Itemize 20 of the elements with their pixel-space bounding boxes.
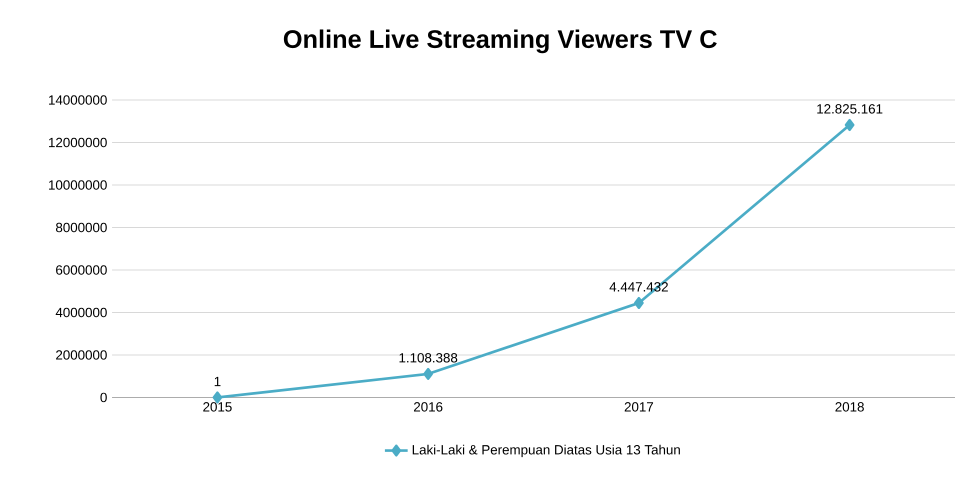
x-tick-label: 2018 [835, 402, 864, 412]
x-tick-label: 2016 [414, 402, 442, 412]
point [844, 118, 854, 131]
y-tick-label: 14000000 [49, 95, 107, 105]
x-tick-label: 2017 [624, 402, 654, 412]
y-tick-label: 6000000 [56, 265, 107, 275]
data-label: 1.108.388 [400, 353, 458, 362]
x-tick-label: 2015 [203, 402, 232, 412]
data-label: 12.825.161 [817, 104, 882, 114]
y-tick-label: 4000000 [56, 308, 107, 318]
y-tick-label: 8000000 [56, 222, 107, 232]
y-tick-label: 10000000 [49, 180, 107, 190]
point [423, 368, 433, 380]
y-tick-label: 0 [100, 392, 107, 402]
y-tick-label: 2000000 [56, 350, 107, 360]
chart-title: Online Live Streaming Viewers TV C [284, 29, 717, 54]
data-label: 1 [214, 376, 220, 386]
point [634, 296, 644, 309]
y-tick-label: 12000000 [49, 138, 107, 148]
legend-label: Laki-Laki & Perempuan Diatas Usia 13 Tahun [412, 444, 680, 458]
